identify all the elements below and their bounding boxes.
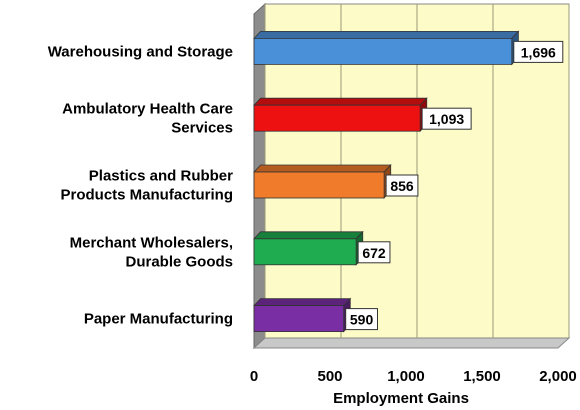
- data-label-box: [385, 174, 419, 197]
- category-label: Merchant Wholesalers,: [70, 234, 233, 251]
- category-label: Ambulatory Health Care: [62, 101, 233, 118]
- bar-front-face: [253, 238, 357, 266]
- category-label: Paper Manufacturing: [84, 311, 233, 328]
- x-tick-label: 500: [317, 368, 342, 385]
- bar-top-face: [253, 97, 428, 106]
- category-label: Durable Goods: [125, 253, 233, 270]
- category-labels: Warehousing and Storage Ambulatory Health…: [48, 43, 233, 327]
- data-label: 856: [390, 178, 414, 194]
- bar-top-face: [253, 164, 392, 173]
- bar-top-face: [253, 231, 364, 240]
- bar-top-face: [253, 298, 352, 307]
- x-axis-title: Employment Gains: [333, 390, 469, 407]
- data-label: 672: [362, 245, 386, 261]
- category-label: Plastics and Rubber: [89, 168, 233, 185]
- x-tick-label: 1,500: [463, 368, 501, 385]
- category-label: Products Manufacturing: [60, 187, 233, 204]
- data-label-box: [421, 107, 472, 130]
- bar-front-face: [253, 171, 385, 199]
- bar-front-face: [253, 305, 345, 333]
- x-tick-label: 1,000: [387, 368, 425, 385]
- bar: 1,696: [253, 30, 564, 66]
- category-label: Warehousing and Storage: [48, 43, 233, 60]
- data-label-box: [345, 308, 378, 331]
- bar: 1,093: [253, 97, 472, 133]
- data-label: 1,696: [521, 44, 556, 60]
- bar: 856: [253, 163, 419, 200]
- bars: 1,696 1,093 856 672 590: [253, 30, 564, 333]
- bar-front-face: [253, 104, 421, 132]
- bar: 590: [253, 297, 378, 333]
- data-label: 1,093: [429, 111, 464, 127]
- bar: 672: [253, 230, 391, 266]
- bar-top-face: [253, 30, 520, 39]
- data-label: 590: [350, 312, 374, 328]
- data-label-box: [513, 40, 564, 63]
- x-tick-labels: 0 500 1,000 1,500 2,000: [250, 368, 577, 385]
- data-label-box: [357, 241, 391, 264]
- category-label: Services: [171, 120, 233, 137]
- floor: [252, 337, 571, 349]
- bar-front-face: [253, 38, 513, 65]
- x-tick-label: 0: [250, 368, 258, 385]
- x-tick-label: 2,000: [539, 368, 577, 385]
